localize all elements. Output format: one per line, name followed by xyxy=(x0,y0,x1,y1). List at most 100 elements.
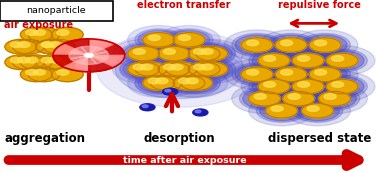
Circle shape xyxy=(303,35,347,55)
Circle shape xyxy=(26,70,38,75)
Circle shape xyxy=(297,56,310,61)
Circle shape xyxy=(232,84,297,114)
Circle shape xyxy=(283,75,333,98)
Circle shape xyxy=(158,58,205,80)
Circle shape xyxy=(57,30,69,35)
Circle shape xyxy=(314,40,327,46)
Circle shape xyxy=(26,30,38,35)
Circle shape xyxy=(143,72,190,94)
Circle shape xyxy=(241,71,307,102)
Circle shape xyxy=(26,57,38,63)
Circle shape xyxy=(166,62,197,76)
Circle shape xyxy=(148,78,160,84)
Circle shape xyxy=(130,60,172,79)
Circle shape xyxy=(127,25,190,54)
Circle shape xyxy=(10,57,22,63)
Wedge shape xyxy=(89,55,107,64)
Circle shape xyxy=(307,106,319,111)
Circle shape xyxy=(135,69,197,97)
Circle shape xyxy=(188,46,220,61)
Text: aggregation: aggregation xyxy=(5,132,86,145)
Circle shape xyxy=(232,63,282,86)
Circle shape xyxy=(28,27,60,42)
Circle shape xyxy=(266,84,332,114)
Circle shape xyxy=(292,53,324,68)
Circle shape xyxy=(128,46,160,61)
Circle shape xyxy=(115,40,244,99)
Circle shape xyxy=(20,55,52,70)
Circle shape xyxy=(320,76,364,97)
Circle shape xyxy=(135,29,183,51)
Circle shape xyxy=(258,59,324,89)
Circle shape xyxy=(143,33,175,47)
Circle shape xyxy=(283,49,333,72)
Circle shape xyxy=(186,78,198,84)
Wedge shape xyxy=(89,55,114,72)
Circle shape xyxy=(275,38,307,52)
Circle shape xyxy=(313,89,356,109)
Circle shape xyxy=(133,64,145,70)
Circle shape xyxy=(141,64,153,70)
Circle shape xyxy=(166,69,228,97)
Circle shape xyxy=(309,67,341,82)
Circle shape xyxy=(283,91,314,106)
Circle shape xyxy=(158,25,220,54)
Circle shape xyxy=(246,70,259,75)
Circle shape xyxy=(6,8,14,11)
Wedge shape xyxy=(64,39,89,55)
Circle shape xyxy=(266,33,316,57)
Circle shape xyxy=(128,62,160,76)
Text: air exposure: air exposure xyxy=(4,20,73,30)
Circle shape xyxy=(241,45,307,76)
Circle shape xyxy=(10,42,22,47)
Circle shape xyxy=(249,91,280,106)
Circle shape xyxy=(275,71,341,102)
Circle shape xyxy=(181,76,212,90)
Text: repulsive force: repulsive force xyxy=(278,0,361,10)
Wedge shape xyxy=(71,47,89,55)
Circle shape xyxy=(168,74,210,93)
Circle shape xyxy=(163,88,178,95)
Circle shape xyxy=(249,96,314,126)
Circle shape xyxy=(280,70,293,75)
Circle shape xyxy=(150,43,198,65)
Circle shape xyxy=(57,70,69,75)
Circle shape xyxy=(158,46,190,61)
Circle shape xyxy=(33,70,45,75)
Circle shape xyxy=(266,63,316,86)
Circle shape xyxy=(188,43,235,65)
FancyBboxPatch shape xyxy=(0,1,113,21)
Circle shape xyxy=(178,78,191,84)
Circle shape xyxy=(271,106,283,111)
Wedge shape xyxy=(89,52,108,59)
Wedge shape xyxy=(89,44,125,55)
Circle shape xyxy=(133,49,145,54)
Circle shape xyxy=(191,44,232,63)
Circle shape xyxy=(263,56,276,61)
Circle shape xyxy=(3,6,24,16)
Circle shape xyxy=(36,55,68,70)
Circle shape xyxy=(5,55,37,70)
Circle shape xyxy=(120,58,167,80)
Circle shape xyxy=(320,51,364,71)
Circle shape xyxy=(20,67,52,82)
Circle shape xyxy=(288,94,300,99)
Circle shape xyxy=(194,49,206,54)
Circle shape xyxy=(130,47,229,92)
Text: nanoparticle: nanoparticle xyxy=(26,6,85,15)
Circle shape xyxy=(286,51,330,71)
Circle shape xyxy=(85,53,93,57)
Circle shape xyxy=(332,82,344,87)
Circle shape xyxy=(183,60,225,79)
Circle shape xyxy=(246,40,259,46)
Circle shape xyxy=(309,71,375,102)
Circle shape xyxy=(260,101,304,121)
Circle shape xyxy=(249,75,299,98)
Circle shape xyxy=(241,67,273,82)
Circle shape xyxy=(269,64,313,84)
Wedge shape xyxy=(89,47,107,55)
Circle shape xyxy=(146,74,187,93)
Circle shape xyxy=(173,39,235,68)
Circle shape xyxy=(263,82,276,87)
Circle shape xyxy=(224,30,290,60)
